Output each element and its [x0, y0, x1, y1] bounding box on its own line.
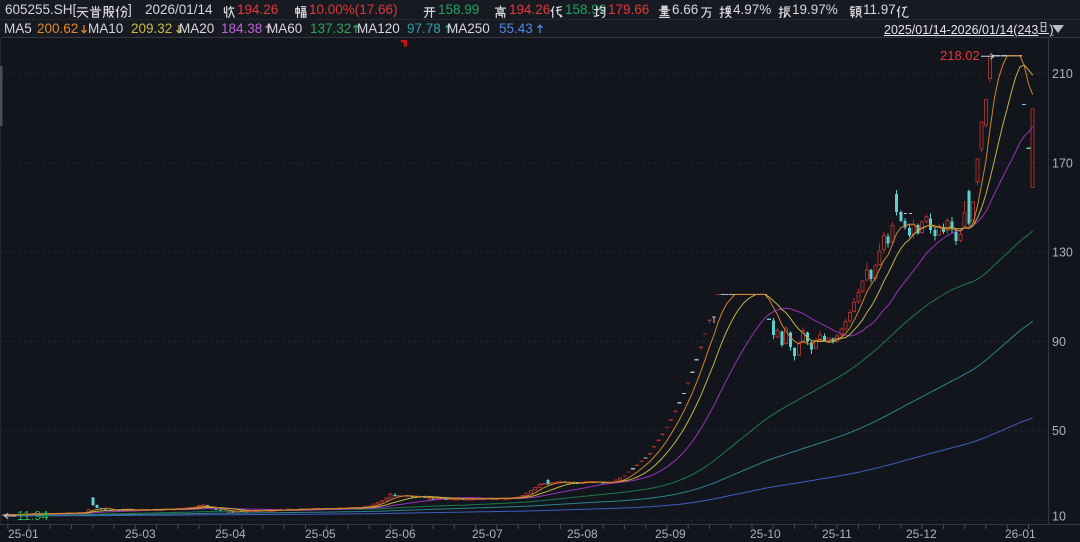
svg-text:25-06: 25-06 — [385, 527, 416, 541]
svg-text:11.94: 11.94 — [17, 508, 49, 523]
svg-text:170: 170 — [1052, 156, 1073, 170]
svg-text:10: 10 — [1052, 510, 1066, 524]
svg-text:210: 210 — [1052, 67, 1073, 81]
svg-text:90: 90 — [1052, 335, 1066, 349]
svg-text:25-09: 25-09 — [655, 527, 686, 541]
svg-text:50: 50 — [1052, 424, 1066, 438]
svg-text:26-01: 26-01 — [1005, 527, 1036, 541]
svg-text:25-11: 25-11 — [822, 527, 852, 541]
svg-text:25-07: 25-07 — [472, 527, 503, 541]
svg-text:25-12: 25-12 — [906, 527, 937, 541]
svg-text:25-10: 25-10 — [750, 527, 781, 541]
svg-text:25-03: 25-03 — [125, 527, 156, 541]
svg-text:218.02: 218.02 — [940, 48, 980, 63]
svg-text:25-05: 25-05 — [305, 527, 336, 541]
svg-text:130: 130 — [1052, 246, 1073, 260]
svg-text:25-04: 25-04 — [215, 527, 246, 541]
svg-text:25-01: 25-01 — [8, 527, 39, 541]
svg-text:25-08: 25-08 — [567, 527, 598, 541]
